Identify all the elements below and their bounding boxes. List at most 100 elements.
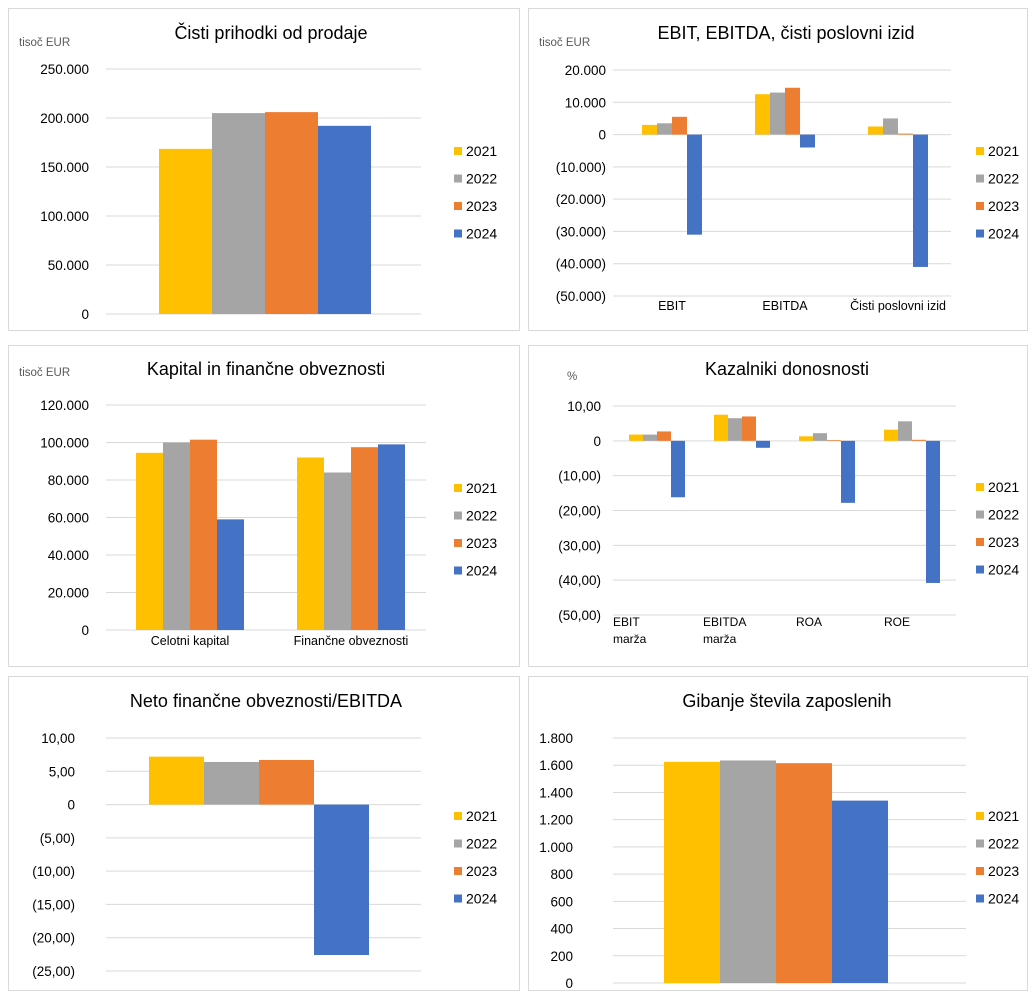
chart-panel-profitability: 10,00 0 (10,00) (20,00) (30,00) (40,00) (50,00… — [528, 345, 1028, 667]
bar-2022 — [163, 442, 190, 630]
x-category-label: marža — [703, 632, 737, 646]
y-tick-label: 100.000 — [40, 436, 89, 451]
x-category-label: ROE — [884, 615, 910, 629]
y-tick-label: 0 — [81, 623, 89, 638]
x-category-label: EBITDA — [762, 299, 808, 313]
unit-label: tisoč EUR — [539, 37, 590, 49]
legend-swatch-2022 — [976, 174, 984, 183]
y-tick-label: 150.000 — [40, 160, 89, 175]
unit-label: % — [567, 371, 577, 383]
legend-swatch-2024 — [454, 894, 462, 903]
y-tick-label: 1.200 — [539, 813, 573, 828]
legend-label-2024: 2024 — [466, 891, 497, 907]
bar-2021 — [868, 126, 883, 135]
chart-title: Kapital in finančne obveznosti — [147, 359, 385, 379]
bar-2024 — [913, 134, 928, 267]
legend-swatch-2021 — [454, 812, 462, 820]
legend-label-2024: 2024 — [988, 562, 1019, 578]
bar-2023 — [657, 431, 671, 441]
bar-2023 — [776, 763, 832, 983]
legend-label-2022: 2022 — [466, 171, 497, 187]
bar-2022 — [657, 123, 672, 135]
bar-2024 — [926, 440, 940, 583]
y-tick-label: 80.000 — [48, 473, 89, 488]
y-tick-label: 0 — [67, 798, 75, 813]
x-category-label: ROA — [796, 615, 822, 629]
unit-label: tisoč EUR — [19, 367, 70, 379]
legend-swatch-2021 — [976, 483, 984, 491]
y-tick-label: 10,00 — [41, 731, 75, 746]
legend-label-2023: 2023 — [988, 863, 1019, 879]
bar-2022 — [898, 421, 912, 441]
bar-2024 — [318, 125, 371, 314]
legend-label-2021: 2021 — [988, 479, 1019, 495]
y-tick-label: 200 — [550, 949, 573, 964]
bar-2022 — [720, 760, 776, 983]
legend-swatch-2022 — [454, 511, 462, 520]
bar-2022 — [728, 418, 742, 441]
y-tick-label: 60.000 — [48, 511, 89, 526]
y-tick-label: (30.000) — [556, 224, 606, 239]
y-tick-label: 800 — [550, 867, 573, 882]
y-tick-label: 10,00 — [567, 399, 601, 414]
y-tick-label: (50,00) — [558, 608, 601, 623]
chart-svg-profitability: 10,00 0 (10,00) (20,00) (30,00) (40,00) (50,00… — [558, 359, 1019, 646]
chart-svg-revenue: 250.000 200.000 150.000 100.000 50.000 0 Čisti… — [19, 22, 497, 322]
legend-label-2024: 2024 — [988, 891, 1019, 907]
legend-swatch-2021 — [976, 147, 984, 155]
bar-2023 — [785, 87, 800, 135]
legend-swatch-2022 — [976, 839, 984, 848]
y-tick-label: (20,00) — [32, 931, 75, 946]
bar-2023 — [265, 112, 318, 315]
legend-swatch-2024 — [976, 229, 984, 238]
x-category-label: EBIT — [613, 615, 640, 629]
bar-2021 — [799, 436, 813, 441]
bar-2021 — [714, 414, 728, 441]
bar-2024 — [217, 519, 244, 630]
legend-label-2023: 2023 — [466, 198, 497, 214]
x-category-label: Čisti poslovni izid — [850, 298, 946, 313]
bar-2022 — [212, 113, 265, 314]
legend-label-2021: 2021 — [466, 808, 497, 824]
legend-swatch-2023 — [454, 867, 462, 875]
bar-2021 — [642, 124, 657, 135]
y-tick-label: (10.000) — [556, 160, 606, 175]
chart-title: Gibanje števila zaposlenih — [682, 691, 891, 711]
x-category-label: EBIT — [658, 299, 686, 313]
y-tick-label: 120.000 — [40, 398, 89, 413]
legend-swatch-2022 — [976, 510, 984, 519]
legend-label-2021: 2021 — [988, 808, 1019, 824]
y-tick-label: 50.000 — [48, 258, 89, 273]
bar-2023 — [351, 447, 378, 630]
y-tick-label: (10,00) — [558, 469, 601, 484]
chart-panel-net-debt: 10,00 5,00 0 (5,00) (10,00) (15,00) (20,00) (25… — [8, 676, 520, 991]
y-tick-label: 1.400 — [539, 785, 573, 800]
bar-2023 — [672, 116, 687, 135]
y-tick-label: (25,00) — [32, 964, 75, 979]
x-category-label: EBITDA — [703, 615, 746, 629]
legend-label-2021: 2021 — [988, 143, 1019, 159]
y-tick-label: 200.000 — [40, 111, 89, 126]
bar-2021 — [664, 761, 720, 983]
y-tick-label: 5,00 — [49, 764, 75, 779]
legend-swatch-2021 — [454, 484, 462, 492]
y-tick-label: 1.000 — [539, 840, 573, 855]
bar-2022 — [643, 434, 657, 441]
bar-2022 — [883, 118, 898, 135]
bar-2024 — [756, 440, 770, 448]
unit-label: tisoč EUR — [19, 37, 70, 49]
legend-swatch-2024 — [976, 894, 984, 903]
x-category-label: marža — [613, 632, 647, 646]
y-tick-label: 1.800 — [539, 731, 573, 746]
legend-label-2023: 2023 — [988, 534, 1019, 550]
y-tick-label: 600 — [550, 894, 573, 909]
bar-2023 — [912, 439, 926, 441]
legend-swatch-2024 — [454, 566, 462, 575]
legend-label-2023: 2023 — [466, 535, 497, 551]
y-tick-label: 20.000 — [48, 586, 89, 601]
bar-2022 — [770, 92, 785, 135]
chart-title: Čisti prihodki od prodaje — [174, 22, 367, 43]
chart-svg-ebit: 20.000 10.000 0 (10.000) (20.000) (30.000) (40… — [539, 23, 1019, 313]
y-tick-label: (40.000) — [556, 257, 606, 272]
legend-swatch-2024 — [976, 565, 984, 574]
